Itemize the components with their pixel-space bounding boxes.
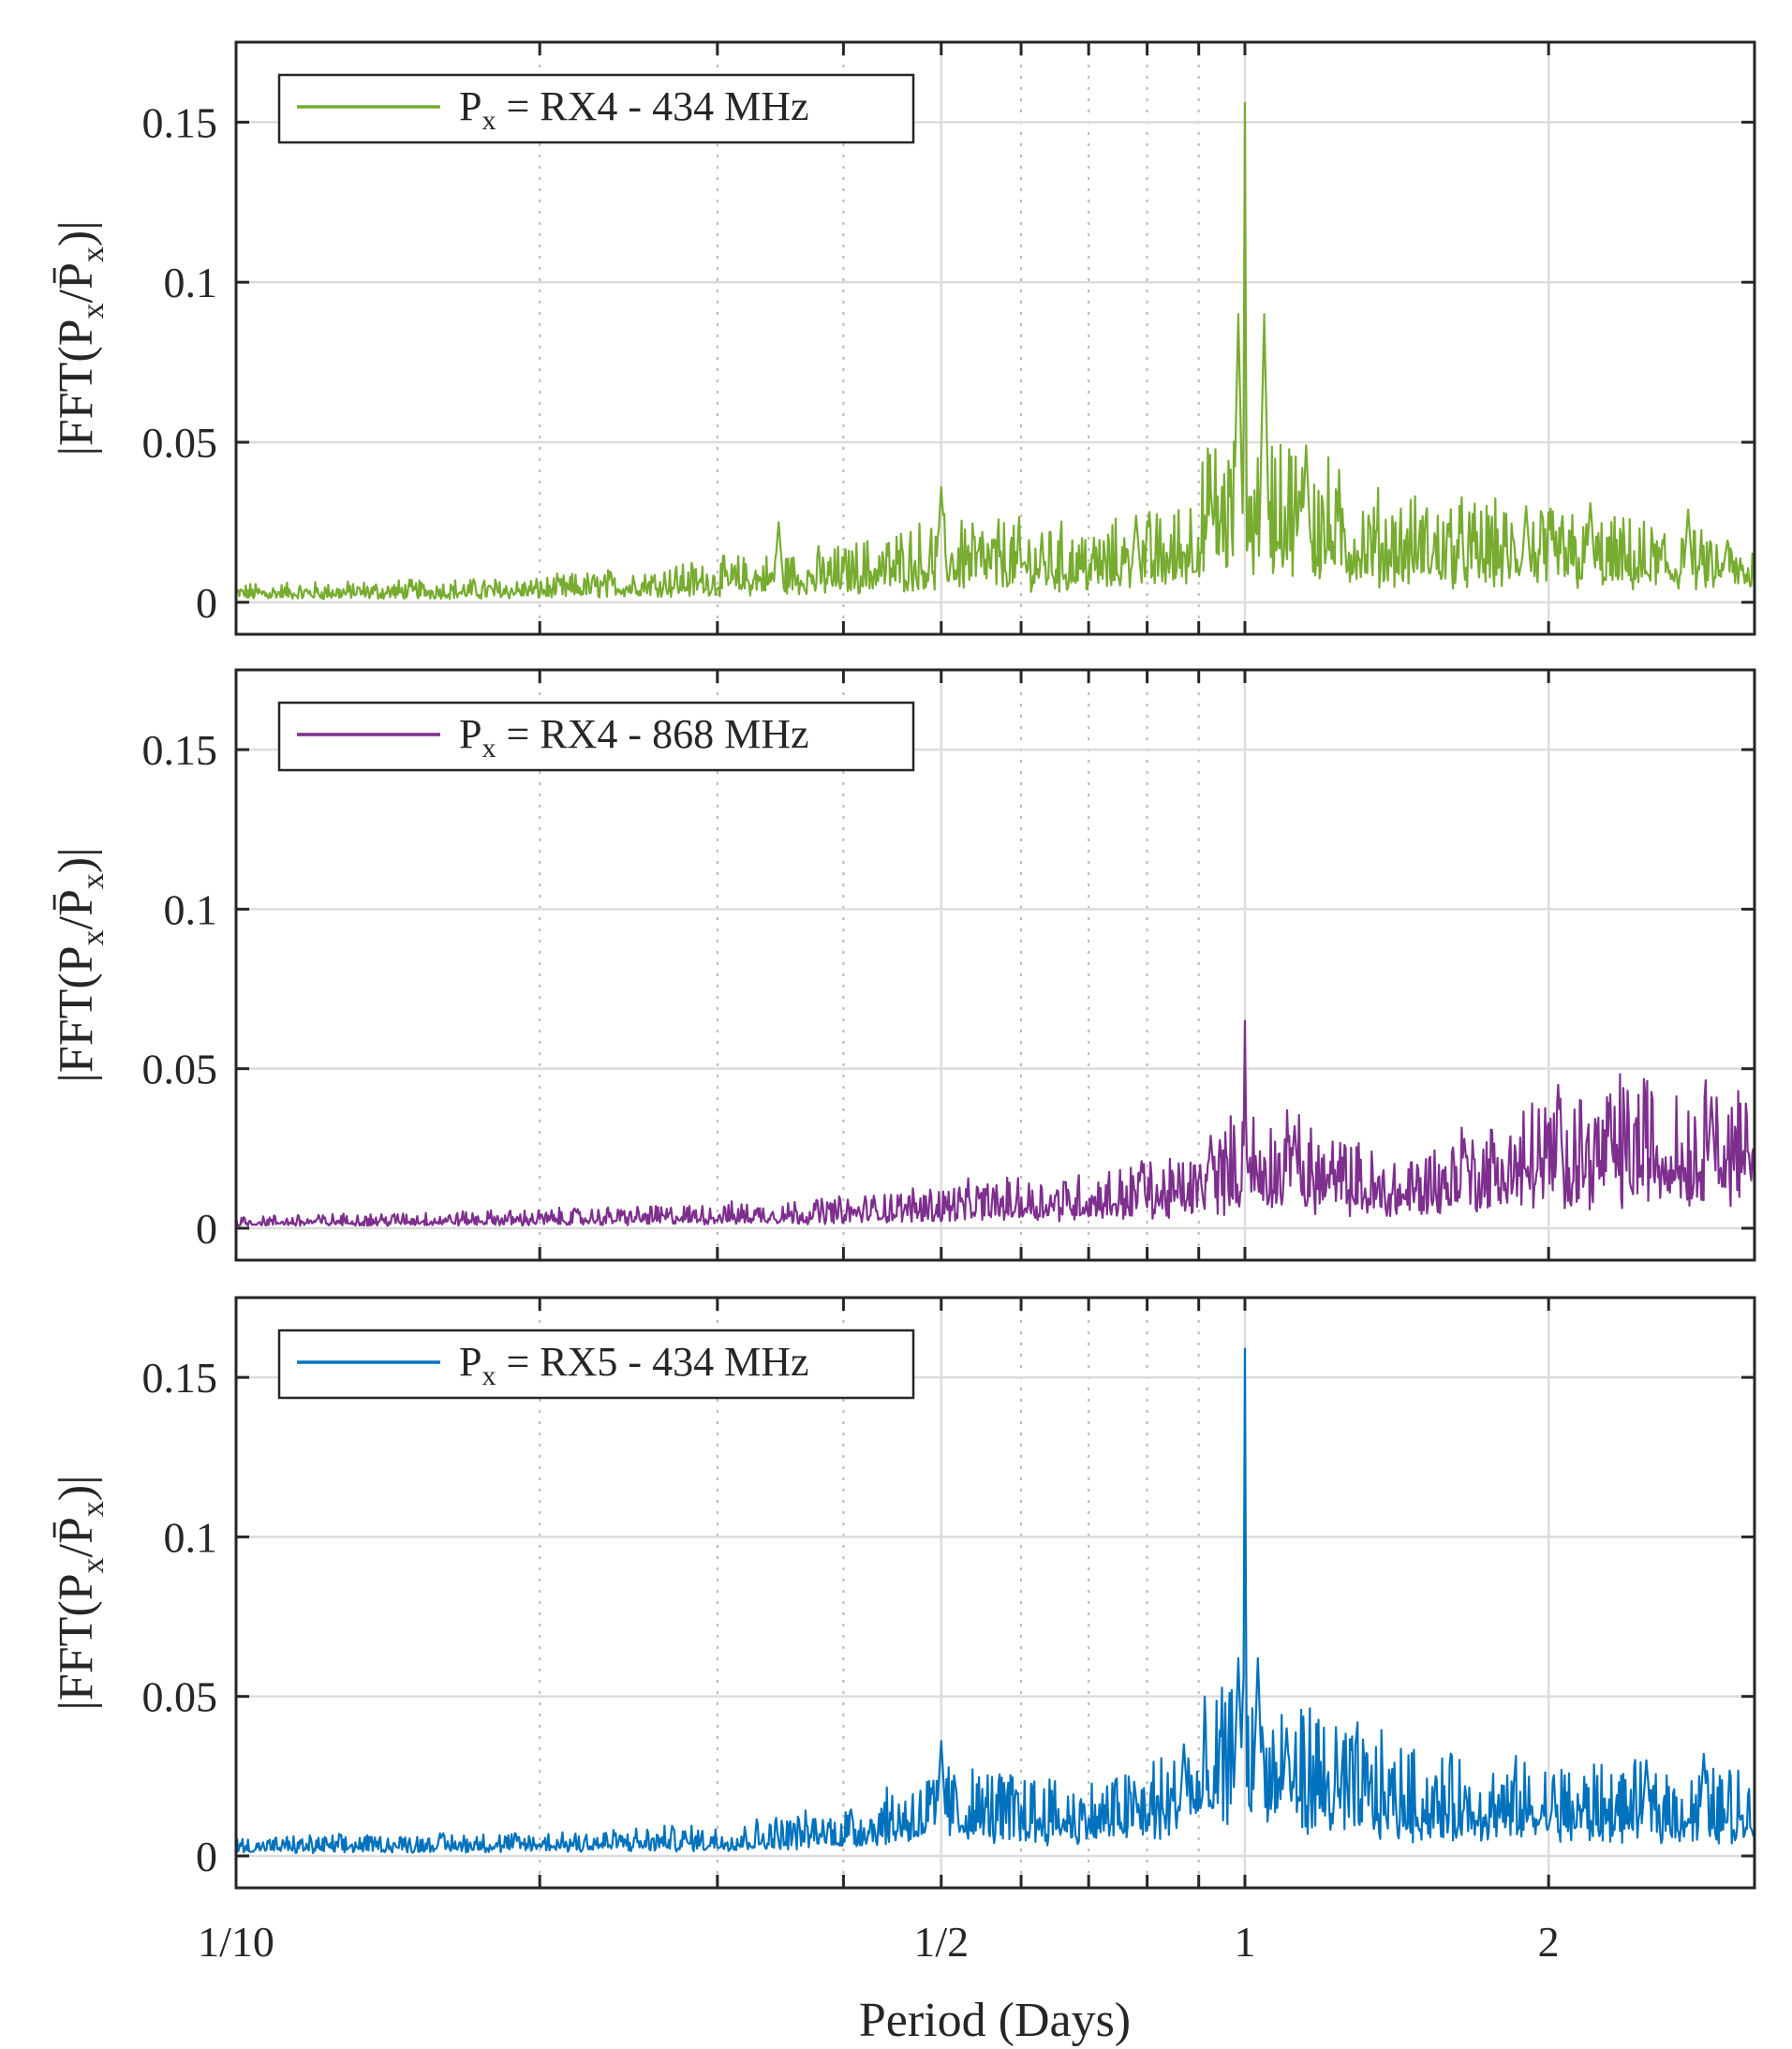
- series-line: [234, 1019, 1756, 1227]
- y-tick-labels: 0 0.05 0.1 0.15: [142, 726, 218, 1253]
- axes-frame: [234, 40, 1756, 636]
- series-line: [235, 101, 1756, 601]
- series-line: [234, 1347, 1755, 1855]
- panel-rx4-868: 0 0.05 0.1 0.15 |FFT(Px/P̄x)| Px = RX4 - 86…: [50, 668, 1756, 1262]
- axes-frame: [234, 668, 1756, 1262]
- panel-rx4-434: 0 0.05 0.1 0.15 |FFT(Px/P̄x)| Px = RX4 - 43…: [50, 40, 1756, 636]
- svg-text:|FFT(Px/P̄x)|: |FFT(Px/P̄x)|: [50, 847, 111, 1082]
- y-axis-title: |FFT(Px/P̄x)|: [50, 847, 111, 1082]
- y-tick-label: 0: [196, 1833, 217, 1880]
- series-line-group: [235, 101, 1756, 601]
- x-tick-label: 1: [1234, 1918, 1255, 1966]
- axis-ticks: [236, 1298, 1755, 1888]
- y-tick-label: 0: [196, 579, 217, 627]
- axis-ticks: [236, 670, 1755, 1260]
- y-tick-label: 0.1: [164, 885, 218, 933]
- legend-label: Px = RX4 - 868 MHz: [459, 711, 809, 764]
- y-tick-labels: 0 0.05 0.1 0.15: [142, 1354, 218, 1880]
- legend: Px = RX4 - 434 MHz: [277, 73, 915, 144]
- legend-label: Px = RX4 - 434 MHz: [459, 83, 809, 136]
- x-tick-label: 1/2: [913, 1918, 969, 1966]
- y-tick-labels: 0 0.05 0.1 0.15: [142, 98, 218, 626]
- axes-frame: [234, 1296, 1756, 1890]
- y-tick-label: 0.05: [142, 1673, 218, 1721]
- y-tick-label: 0: [196, 1205, 217, 1253]
- y-tick-label: 0.05: [142, 1046, 218, 1093]
- x-tick-label: 2: [1538, 1918, 1560, 1966]
- grid-lines: [236, 670, 1755, 1260]
- y-tick-label: 0.05: [142, 419, 218, 467]
- x-axis-title: Period (Days): [859, 1994, 1131, 2047]
- legend: Px = RX4 - 868 MHz: [277, 701, 915, 772]
- y-tick-label: 0.15: [142, 98, 218, 146]
- legend: Px = RX5 - 434 MHz: [277, 1329, 915, 1400]
- series-line-group: [234, 1019, 1756, 1227]
- legend-label: Px = RX5 - 434 MHz: [459, 1339, 809, 1391]
- svg-text:|FFT(Px/P̄x)|: |FFT(Px/P̄x)|: [50, 1475, 111, 1710]
- axis-ticks: [236, 42, 1755, 634]
- y-tick-label: 0.15: [142, 726, 218, 774]
- y-axis-title: |FFT(Px/P̄x)|: [50, 220, 111, 455]
- x-tick-label: 1/10: [198, 1918, 274, 1966]
- svg-text:|FFT(Px/P̄x)|: |FFT(Px/P̄x)|: [50, 220, 111, 455]
- y-tick-label: 0.1: [164, 259, 218, 306]
- x-tick-labels: 1/10 1/2 1 2: [198, 1918, 1560, 1966]
- y-tick-label: 0.15: [142, 1354, 218, 1402]
- y-tick-label: 0.1: [164, 1513, 218, 1561]
- series-line-group: [234, 1347, 1755, 1855]
- panel-rx5-434: 0 0.05 0.1 0.15 |FFT(Px/P̄x)| Px = RX5 - 43…: [50, 1296, 1756, 1890]
- y-axis-title: |FFT(Px/P̄x)|: [50, 1475, 111, 1710]
